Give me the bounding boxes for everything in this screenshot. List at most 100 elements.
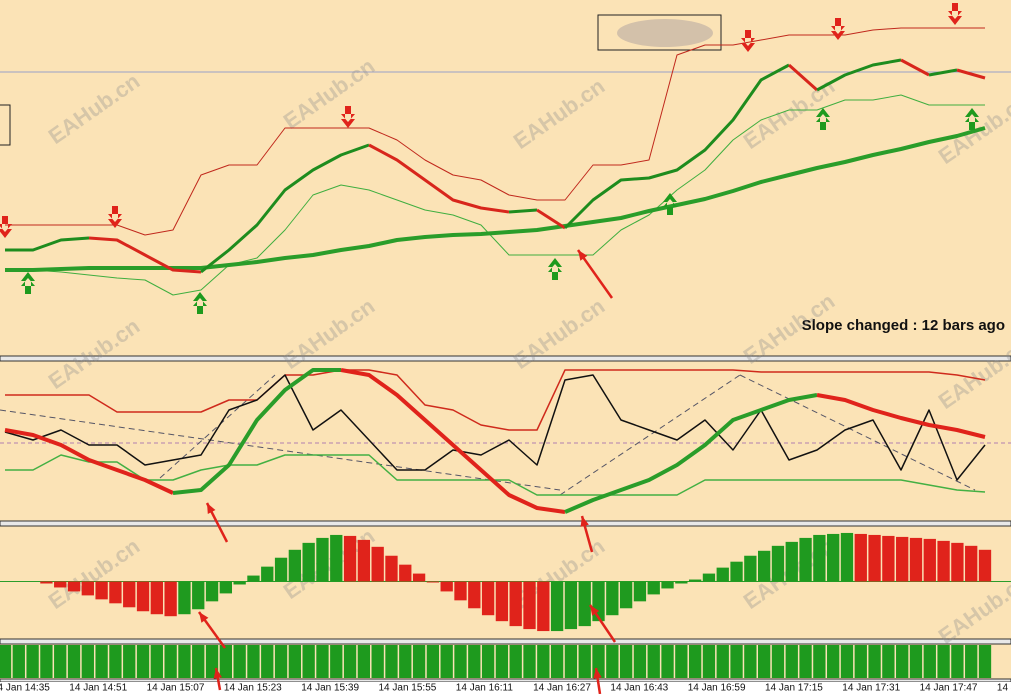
histogram-bar	[868, 534, 881, 582]
meter-bar	[633, 645, 647, 678]
histogram-bar	[385, 555, 398, 582]
histogram-bar	[619, 581, 633, 609]
pointer-head	[580, 516, 589, 527]
histogram-bar	[454, 581, 467, 601]
histogram-bar	[440, 581, 453, 592]
histogram-bar	[785, 541, 798, 582]
sell-arrow	[0, 216, 12, 238]
trend-line	[739, 374, 976, 491]
meter-bar	[882, 645, 895, 678]
histogram-bar	[205, 581, 219, 602]
line-series	[200, 143, 370, 274]
meter-bar	[564, 645, 578, 678]
histogram-bar	[371, 546, 384, 582]
pointer-head	[213, 668, 223, 679]
histogram-bar	[109, 581, 122, 604]
x-tick-label: 14 Jan 16:27	[533, 683, 591, 694]
meter-bar	[412, 645, 426, 678]
histogram-bar	[192, 581, 205, 610]
separator	[0, 678, 1011, 683]
meter-bar	[606, 645, 619, 678]
meter-bar	[647, 645, 660, 678]
meter-bar	[109, 645, 122, 678]
sell-arrow	[948, 3, 962, 25]
line-series	[368, 143, 510, 214]
meter-bar	[371, 645, 384, 678]
meter-bar	[40, 645, 53, 678]
histogram-bar	[840, 532, 854, 582]
blurred-info	[617, 19, 713, 47]
meter-bar	[26, 645, 39, 678]
histogram-bar	[150, 581, 163, 615]
meter-bar	[316, 645, 329, 678]
buy-arrow	[21, 272, 35, 294]
histogram-bar	[633, 581, 647, 602]
buy-arrow	[548, 258, 562, 280]
histogram-bar	[495, 581, 509, 622]
meter-bar	[426, 645, 440, 678]
meter-bar	[619, 645, 633, 678]
meter-bar	[247, 645, 260, 678]
histogram-bar	[827, 533, 840, 582]
histogram-bar	[537, 581, 550, 632]
histogram-bar	[274, 557, 288, 582]
histogram-bar	[67, 581, 81, 592]
meter-bar	[440, 645, 453, 678]
line-series	[928, 68, 958, 77]
meter-bar	[495, 645, 509, 678]
line-series	[816, 393, 986, 439]
info-box	[597, 14, 722, 51]
histogram-bar	[357, 539, 371, 582]
histogram-bar	[509, 581, 522, 627]
histogram-bar	[54, 581, 67, 588]
line-series	[4, 374, 986, 481]
histogram-bar	[412, 573, 426, 582]
line-series	[5, 27, 985, 236]
pointer-head	[578, 250, 588, 261]
histogram-bar	[233, 581, 246, 585]
histogram-bar	[896, 536, 909, 582]
x-tick-label: 14 Jan 17:47	[920, 683, 978, 694]
histogram-bar	[661, 581, 674, 589]
meter-bar	[785, 645, 798, 678]
separator	[0, 520, 1011, 527]
meter-bar	[854, 645, 867, 678]
histogram-bar	[578, 581, 591, 627]
line-series	[563, 63, 790, 230]
sell-arrow	[341, 106, 355, 128]
buy-arrow	[816, 108, 830, 130]
meter-bar	[178, 645, 191, 678]
x-tick-label: 14 Jan 14:35	[0, 683, 50, 694]
meter-bar	[136, 645, 150, 678]
meter-bar	[164, 645, 177, 678]
pointer-head	[207, 503, 216, 514]
histogram-bar	[909, 537, 923, 582]
meter-bar	[978, 645, 992, 678]
histogram-bar	[647, 581, 660, 595]
meter-bar	[688, 645, 702, 678]
line-series	[5, 236, 90, 252]
meter-bar	[896, 645, 909, 678]
meter-bar	[123, 645, 136, 678]
histogram-bar	[937, 540, 950, 582]
line-series	[88, 236, 202, 274]
meter-bar	[481, 645, 495, 678]
meter-bar	[675, 645, 688, 678]
histogram-bar	[702, 573, 716, 582]
meter-bar	[95, 645, 108, 678]
histogram-bar	[923, 538, 936, 582]
x-tick-label: 14 Jan 15:23	[224, 683, 282, 694]
histogram-bar	[758, 550, 771, 582]
x-tick-label: 14 Jan 15:55	[379, 683, 437, 694]
meter-bar	[730, 645, 743, 678]
side-box	[0, 104, 11, 146]
buy-arrow	[965, 108, 979, 130]
meter-bar	[758, 645, 771, 678]
sell-arrow	[741, 30, 755, 52]
histogram-bar	[316, 537, 329, 582]
histogram-bar	[771, 545, 785, 582]
histogram-bar	[343, 535, 357, 582]
histogram-bar	[978, 549, 992, 582]
separator	[0, 355, 1011, 362]
